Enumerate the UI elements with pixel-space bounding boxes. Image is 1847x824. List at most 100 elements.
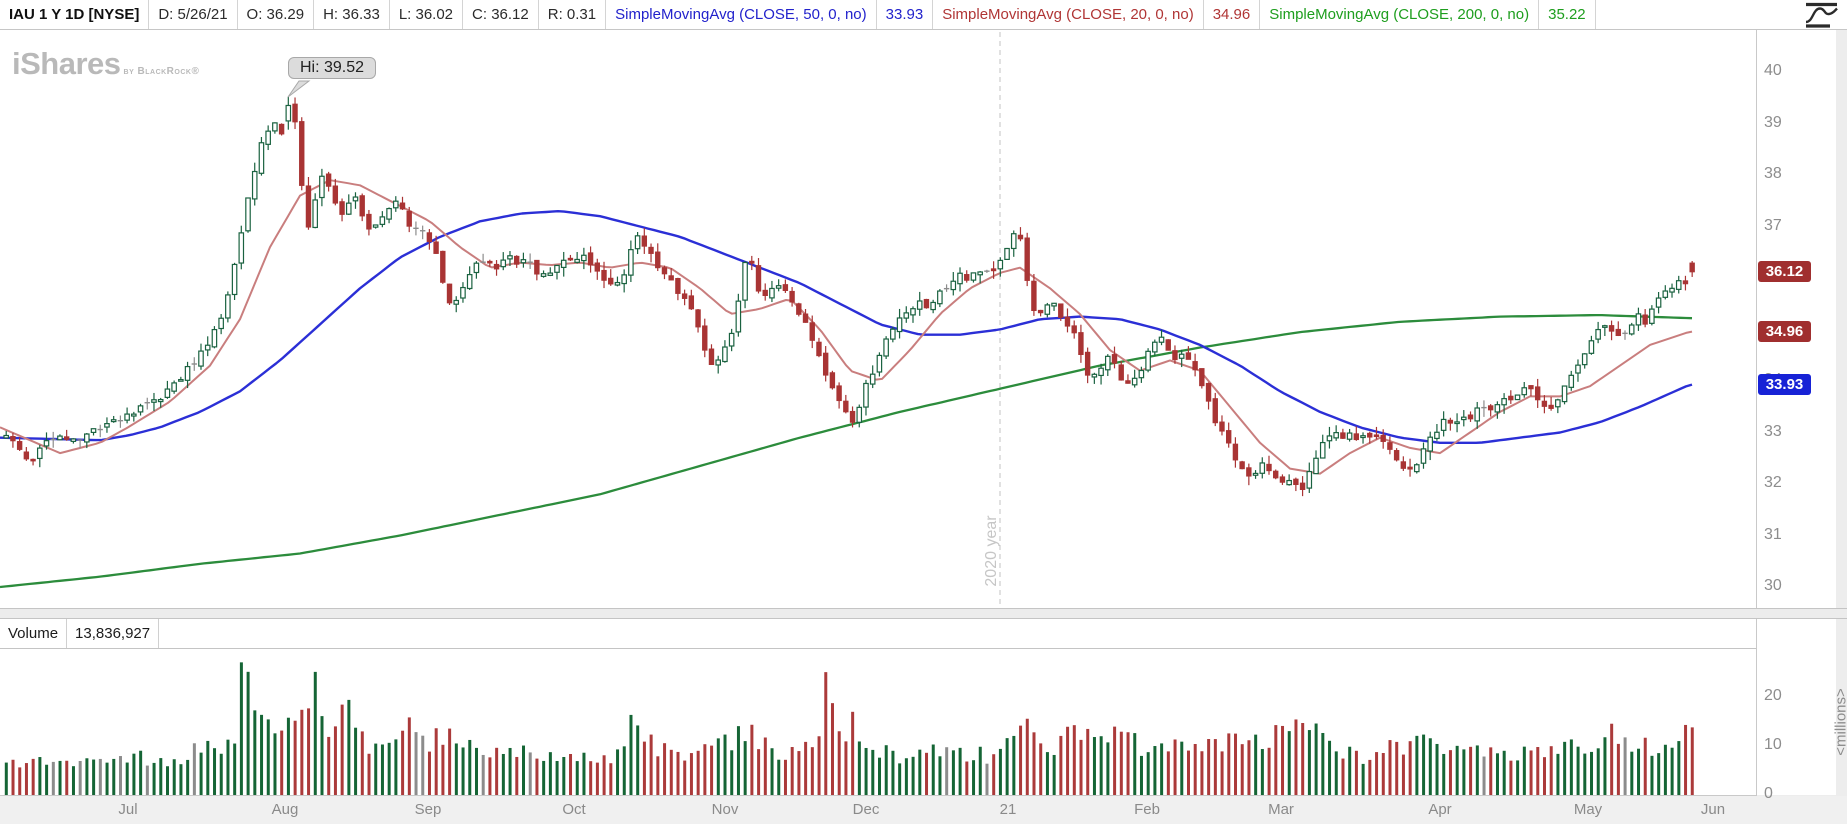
volume-bar	[1139, 755, 1143, 795]
volume-bar	[1133, 733, 1137, 795]
volume-bar	[380, 744, 384, 795]
toolbar-cell-1[interactable]: D: 5/26/21	[149, 0, 238, 29]
candle-body-up	[1454, 421, 1460, 425]
toolbar-cell-8[interactable]: 33.93	[877, 0, 934, 29]
candle-body-down	[1689, 262, 1695, 273]
candle-body-down	[513, 255, 520, 265]
volume-header-value: 13,836,927	[67, 619, 160, 648]
volume-bar	[172, 759, 176, 795]
candle-body-down	[1487, 405, 1494, 411]
toolbar-cell-12[interactable]: 35.22	[1539, 0, 1596, 29]
volume-bar	[495, 747, 499, 795]
candle-body-down	[1037, 309, 1044, 314]
candle-body-down	[1682, 280, 1689, 285]
candle-body-down	[829, 372, 836, 389]
candle-body-down	[1528, 385, 1534, 390]
toolbar-cell-9[interactable]: SimpleMovingAvg (CLOSE, 20, 0, no)	[933, 0, 1204, 29]
toolbar-cell-0[interactable]: IAU 1 Y 1D [NYSE]	[0, 0, 150, 29]
candle-body-down	[1548, 404, 1554, 409]
volume-bar	[414, 732, 418, 795]
candle-body-up	[930, 301, 936, 311]
pane-splitter[interactable]	[0, 608, 1847, 619]
candle-body-up	[997, 259, 1004, 270]
volume-bar	[1092, 737, 1096, 795]
volume-bar	[474, 747, 478, 795]
volume-bar	[609, 763, 613, 795]
volume-bar	[1475, 745, 1479, 795]
volume-bar	[1234, 733, 1238, 795]
volume-bar	[1287, 731, 1291, 795]
candle-body-down	[802, 313, 809, 323]
volume-header-label[interactable]: Volume	[0, 619, 68, 648]
candle-body-up	[977, 271, 983, 276]
time-axis[interactable]	[0, 796, 1847, 824]
volume-bar	[98, 758, 102, 795]
toolbar-cell-11[interactable]: SimpleMovingAvg (CLOSE, 200, 0, no)	[1260, 0, 1540, 29]
month-label-oct: Oct	[562, 801, 586, 818]
toolbar-cell-7[interactable]: SimpleMovingAvg (CLOSE, 50, 0, no)	[606, 0, 877, 29]
candle-body-down	[695, 309, 701, 328]
volume-bar	[931, 744, 935, 795]
volume-bar	[166, 766, 170, 795]
volume-bar	[1247, 740, 1251, 795]
volume-bar	[804, 741, 808, 795]
sma-20-line	[0, 179, 1693, 475]
volume-bar	[51, 761, 55, 795]
indicator-curve-icon[interactable]	[1803, 0, 1841, 29]
volume-bar	[1334, 751, 1338, 795]
candle-body-down	[708, 348, 715, 365]
candle-body-down	[836, 385, 842, 402]
candle-body-up	[735, 300, 742, 333]
toolbar-cell-4[interactable]: L: 36.02	[390, 0, 464, 29]
volume-bar	[1354, 750, 1358, 795]
volume-bar	[783, 759, 787, 795]
volume-bar	[481, 754, 485, 795]
candle-body-down	[843, 400, 849, 413]
candle-body-down	[1447, 419, 1454, 424]
toolbar-cell-5[interactable]: C: 36.12	[463, 0, 539, 29]
toolbar-cell-6[interactable]: R: 0.31	[539, 0, 607, 29]
toolbar-cell-2[interactable]: O: 36.29	[238, 0, 315, 29]
volume-bar	[1200, 751, 1204, 795]
volume-bar	[595, 762, 599, 795]
volume-bar	[1663, 744, 1667, 795]
volume-bar	[1650, 755, 1654, 795]
candle-body-up	[916, 300, 923, 310]
toolbar-cell-3[interactable]: H: 36.33	[314, 0, 390, 29]
candle-body-down	[1239, 461, 1245, 470]
price-axis[interactable]	[1757, 30, 1836, 608]
volume-bar	[1368, 759, 1372, 795]
candle-body-down	[305, 185, 312, 228]
volume-bar	[1019, 725, 1023, 795]
candle-body-up	[1306, 470, 1313, 489]
toolbar-cell-10[interactable]: 34.96	[1204, 0, 1261, 29]
volume-bar	[656, 756, 660, 795]
month-label-sep: Sep	[414, 801, 442, 818]
volume-bar	[790, 747, 794, 795]
candle-body-down	[1225, 430, 1232, 444]
volume-bar	[864, 747, 868, 795]
volume-bar	[1428, 738, 1432, 795]
candle-body-up	[547, 272, 554, 276]
volume-bar	[1072, 725, 1076, 795]
volume-bar	[159, 758, 163, 795]
volume-bar	[1160, 743, 1164, 795]
volume-bar	[683, 760, 687, 795]
candle-body-up	[1655, 297, 1662, 308]
candle-body-up	[1628, 324, 1635, 335]
candle-body-down	[816, 341, 822, 357]
volume-axis[interactable]	[1757, 619, 1836, 795]
candle-body-down	[1534, 386, 1541, 401]
volume-bar	[884, 745, 888, 795]
candle-body-up	[1675, 280, 1682, 290]
volume-bar	[649, 734, 653, 795]
volume-bar	[1657, 753, 1661, 795]
candle-body-up	[151, 399, 157, 403]
volume-bar	[468, 739, 472, 795]
candle-body-down	[1407, 466, 1413, 470]
candle-body-up	[896, 317, 903, 333]
volume-bar	[1509, 760, 1513, 795]
candle-body-up	[1555, 399, 1561, 408]
volume-bar	[1180, 741, 1184, 795]
